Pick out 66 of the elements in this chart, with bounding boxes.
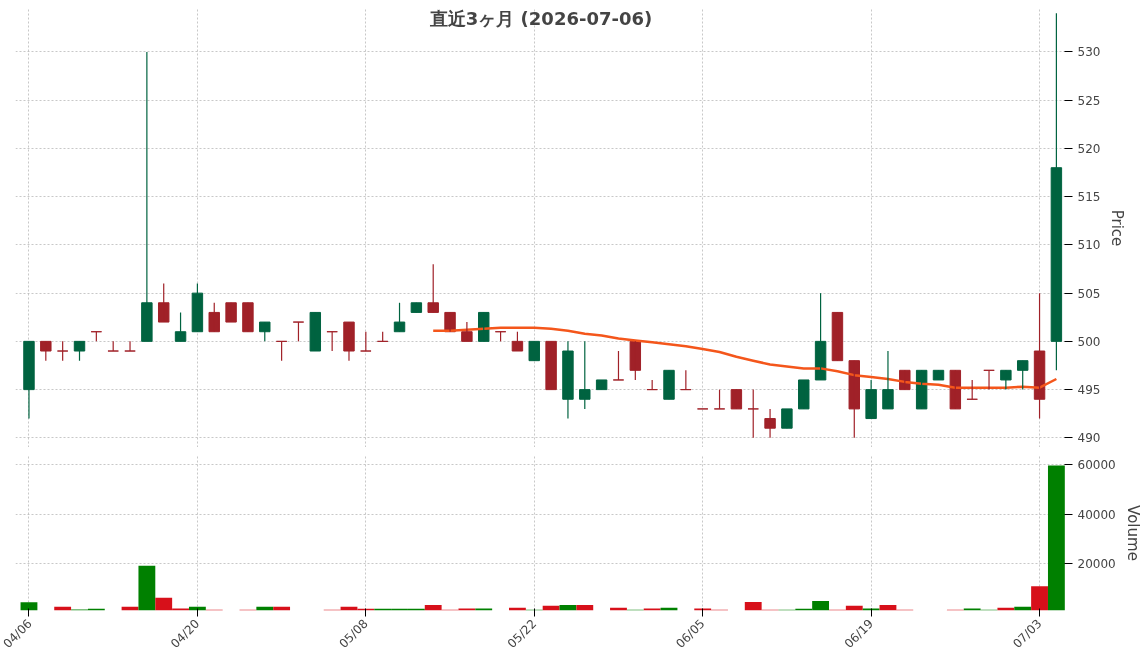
- candlestick: [848, 360, 860, 439]
- candlestick: [663, 369, 675, 400]
- candlestick: [242, 302, 254, 333]
- candlestick: [713, 389, 726, 410]
- y-tick-label: 495: [1077, 383, 1101, 398]
- candlestick: [444, 311, 456, 333]
- y-tick-label: 505: [1077, 286, 1101, 301]
- candlestick: [629, 340, 642, 381]
- candlestick: [309, 311, 322, 352]
- candlestick: [680, 369, 692, 391]
- candlestick: [1016, 360, 1029, 391]
- y-axis-title: Volume: [1123, 505, 1142, 561]
- bar: [138, 565, 156, 611]
- candlestick: [259, 321, 271, 342]
- candlestick: [158, 282, 170, 323]
- bar: [20, 602, 38, 611]
- candlestick: [343, 321, 355, 362]
- candlestick: [478, 311, 490, 342]
- y-tick-label: 525: [1077, 93, 1101, 108]
- candlestick: [427, 263, 439, 314]
- y-tick-label: 60000: [1077, 458, 1116, 473]
- candlestick: [208, 302, 220, 333]
- candlestick: [983, 369, 995, 391]
- bar: [1047, 465, 1065, 611]
- bar: [424, 605, 442, 611]
- y-tick-label: 520: [1077, 141, 1101, 156]
- candlestick: [225, 302, 237, 323]
- y-tick-label: 515: [1077, 190, 1101, 205]
- candlestick: [360, 331, 372, 352]
- y-axis-title: Price: [1108, 209, 1127, 247]
- candlestick: [798, 379, 810, 410]
- candlestick: [174, 311, 187, 342]
- candlestick: [966, 379, 978, 400]
- candlestick: [124, 340, 136, 352]
- candlestick: [747, 389, 759, 439]
- y-tick-label: 510: [1077, 238, 1101, 253]
- candlestick: [56, 340, 69, 362]
- chart-title: 直近3ヶ月 (2026-07-06): [428, 7, 653, 29]
- candlestick: [764, 408, 776, 439]
- y-tick-label: 40000: [1077, 507, 1116, 522]
- candlestick: [882, 350, 894, 410]
- candlestick: [326, 331, 338, 352]
- y-tick-label: 530: [1077, 45, 1101, 60]
- candlestick: [511, 331, 524, 352]
- candlestick: [528, 340, 540, 362]
- candlestick: [915, 369, 928, 410]
- candlestick: [831, 311, 844, 362]
- candlestick: [40, 340, 52, 362]
- bar: [576, 605, 594, 611]
- candlestick: [545, 340, 557, 391]
- candlestick: [393, 302, 406, 333]
- candlestick: [781, 408, 793, 429]
- candlestick: [461, 321, 473, 342]
- candlestick: [579, 340, 591, 410]
- candlestick: [292, 321, 305, 342]
- y-tick-label: 500: [1077, 334, 1101, 349]
- candlestick: [730, 389, 743, 410]
- line-series: [431, 326, 1058, 389]
- candlestick: [949, 369, 962, 410]
- candlestick: [73, 340, 86, 362]
- y-tick-label: 490: [1077, 431, 1101, 446]
- y-tick-label: 20000: [1077, 557, 1116, 572]
- bar: [744, 602, 762, 611]
- candlestick: [612, 350, 625, 381]
- candlestick: [275, 340, 288, 362]
- bar: [1031, 586, 1048, 611]
